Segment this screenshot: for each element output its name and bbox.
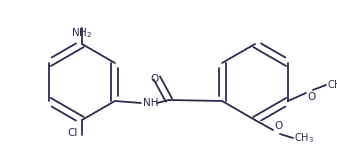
Text: Cl: Cl [68, 128, 78, 138]
Text: CH$_3$: CH$_3$ [294, 131, 314, 145]
Text: O: O [307, 92, 315, 102]
Text: CH$_3$: CH$_3$ [327, 78, 337, 92]
Text: O: O [274, 121, 282, 131]
Text: NH: NH [143, 98, 158, 108]
Text: O: O [151, 74, 159, 84]
Text: NH$_2$: NH$_2$ [71, 26, 93, 40]
